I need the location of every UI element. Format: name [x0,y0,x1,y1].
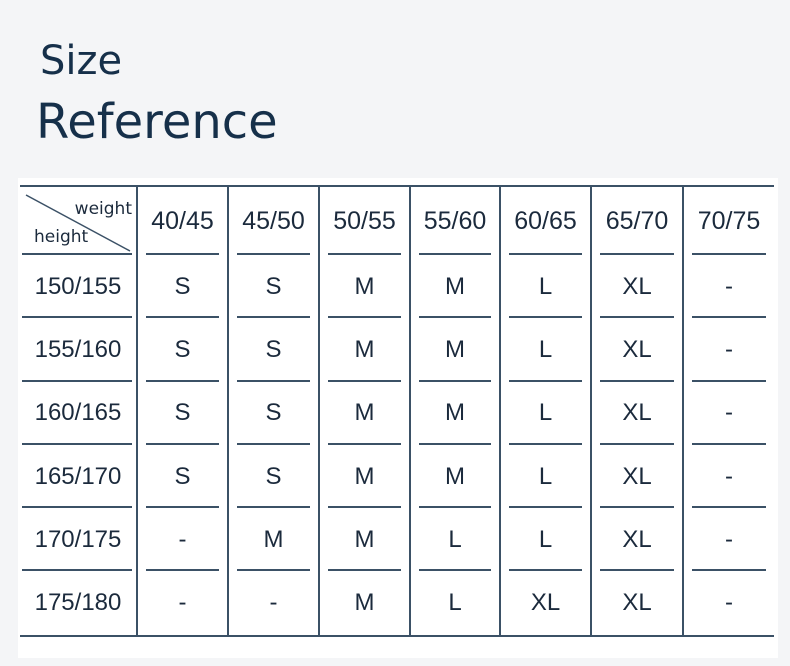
size-cell: L [499,255,590,319]
size-cell: - [136,571,227,635]
size-cell: S [136,381,227,446]
size-cell: M [318,508,409,572]
size-cell: XL [499,571,590,635]
table-panel [18,178,778,658]
size-cell: S [227,318,318,382]
size-cell: - [682,508,774,572]
table-top-rule [20,185,774,187]
weight-header: 55/60 [409,187,499,255]
size-cell: S [227,381,318,446]
corner-weight-label: weight [74,199,132,219]
size-cell: S [136,255,227,319]
weight-header: 50/55 [318,187,409,255]
size-cell: M [318,444,409,509]
diagonal-divider [25,194,131,252]
height-label: 160/165 [20,382,136,446]
title-line-2: Reference [36,94,278,150]
size-cell: M [318,255,409,319]
height-label: 155/160 [20,318,136,382]
size-cell: - [682,381,774,446]
size-cell: XL [590,255,682,319]
size-cell: XL [590,318,682,382]
size-cell: M [409,444,499,509]
size-cell: L [499,444,590,509]
size-cell: M [318,571,409,635]
weight-header: 70/75 [682,187,774,255]
size-cell: - [682,571,774,635]
size-cell: L [409,571,499,635]
size-cell: M [318,381,409,446]
height-label: 165/170 [20,445,136,509]
size-cell: M [409,381,499,446]
size-cell: - [682,444,774,509]
size-cell: - [227,571,318,635]
corner-header-cell: weight height [20,187,136,255]
size-cell: XL [590,571,682,635]
size-cell: S [227,444,318,509]
size-cell: M [227,508,318,572]
size-cell: S [227,255,318,319]
size-cell: M [409,255,499,319]
size-cell: XL [590,381,682,446]
title-line-1: Size [40,38,123,84]
size-cell: - [136,508,227,572]
weight-header: 40/45 [136,187,227,255]
size-cell: L [499,381,590,446]
size-cell: S [136,444,227,509]
height-label: 170/175 [20,508,136,572]
size-cell: L [499,508,590,572]
size-cell: M [409,318,499,382]
size-cell: L [499,318,590,382]
size-cell: XL [590,508,682,572]
size-cell: XL [590,444,682,509]
size-cell: S [136,318,227,382]
height-label: 150/155 [20,255,136,319]
weight-header: 60/65 [499,187,590,255]
weight-header: 65/70 [590,187,682,255]
corner-height-label: height [34,227,89,247]
size-table: weight height 40/45 45/50 50/55 55/60 60/65 65/… [20,187,774,635]
weight-header: 45/50 [227,187,318,255]
size-cell: - [682,318,774,382]
size-cell: M [318,318,409,382]
height-label: 175/180 [34,589,122,617]
size-cell: - [682,255,774,319]
table-bottom-rule [20,635,774,637]
size-cell: L [409,508,499,572]
